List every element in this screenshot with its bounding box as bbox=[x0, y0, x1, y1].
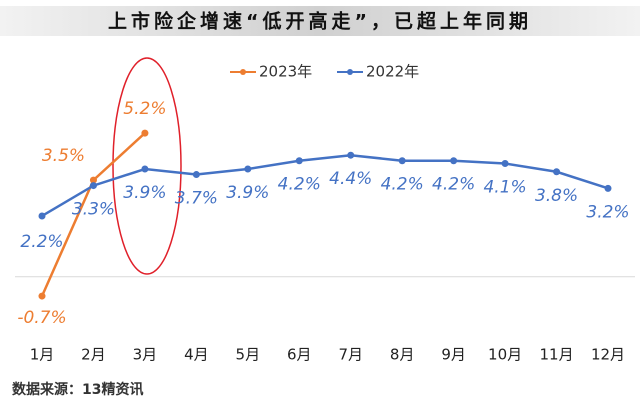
legend-label: 2022年 bbox=[366, 63, 419, 81]
x-tick-label: 3月 bbox=[133, 346, 158, 364]
data-label: 4.2% bbox=[278, 175, 321, 195]
source: 数据来源：13精资讯 bbox=[12, 381, 143, 398]
x-tick-label: 9月 bbox=[441, 346, 466, 364]
point bbox=[295, 157, 303, 165]
point bbox=[604, 184, 612, 192]
data-label: 3.8% bbox=[535, 186, 578, 206]
data-label: 4.2% bbox=[381, 175, 424, 195]
data-label: 2.2% bbox=[20, 232, 63, 252]
point bbox=[244, 165, 252, 173]
data-label: 4.4% bbox=[329, 169, 372, 189]
x-tick-label: 10月 bbox=[488, 346, 522, 364]
legend-marker bbox=[240, 69, 246, 75]
point bbox=[501, 159, 509, 167]
legend-label: 2023年 bbox=[259, 63, 312, 81]
point bbox=[450, 157, 458, 165]
point bbox=[38, 212, 46, 220]
data-label: 4.2% bbox=[432, 175, 475, 195]
x-tick-label: 12月 bbox=[591, 346, 625, 364]
x-tick-label: 7月 bbox=[338, 346, 363, 364]
point bbox=[89, 176, 97, 184]
legend-marker bbox=[347, 69, 353, 75]
point bbox=[38, 292, 46, 300]
point bbox=[347, 151, 355, 159]
point bbox=[398, 157, 406, 165]
x-tick-label: 1月 bbox=[30, 346, 55, 364]
data-label: 3.5% bbox=[42, 146, 85, 166]
point bbox=[141, 165, 149, 173]
data-label: 3.2% bbox=[586, 202, 629, 222]
point bbox=[553, 168, 561, 176]
x-tick-label: 8月 bbox=[390, 346, 415, 364]
point bbox=[192, 171, 200, 179]
x-tick-label: 5月 bbox=[236, 346, 261, 364]
x-tick-label: 6月 bbox=[287, 346, 312, 364]
data-label: 4.1% bbox=[483, 177, 526, 197]
chart-title: 上市险企增速“低开高走”，已超上年同期 bbox=[108, 10, 532, 33]
x-tick-label: 4月 bbox=[184, 346, 209, 364]
highlight-ellipse bbox=[112, 57, 182, 275]
data-label: 3.7% bbox=[175, 189, 218, 209]
data-label: 3.9% bbox=[226, 183, 269, 203]
series-line bbox=[41, 153, 609, 218]
point bbox=[89, 182, 97, 190]
data-label: -0.7% bbox=[17, 308, 66, 328]
title-band bbox=[0, 6, 640, 36]
x-tick-label: 11月 bbox=[539, 346, 573, 364]
data-label: 5.2% bbox=[123, 99, 166, 119]
data-label: 3.9% bbox=[123, 183, 166, 203]
data-label: 3.3% bbox=[72, 200, 115, 220]
point bbox=[141, 129, 149, 137]
x-tick-label: 2月 bbox=[81, 346, 106, 364]
